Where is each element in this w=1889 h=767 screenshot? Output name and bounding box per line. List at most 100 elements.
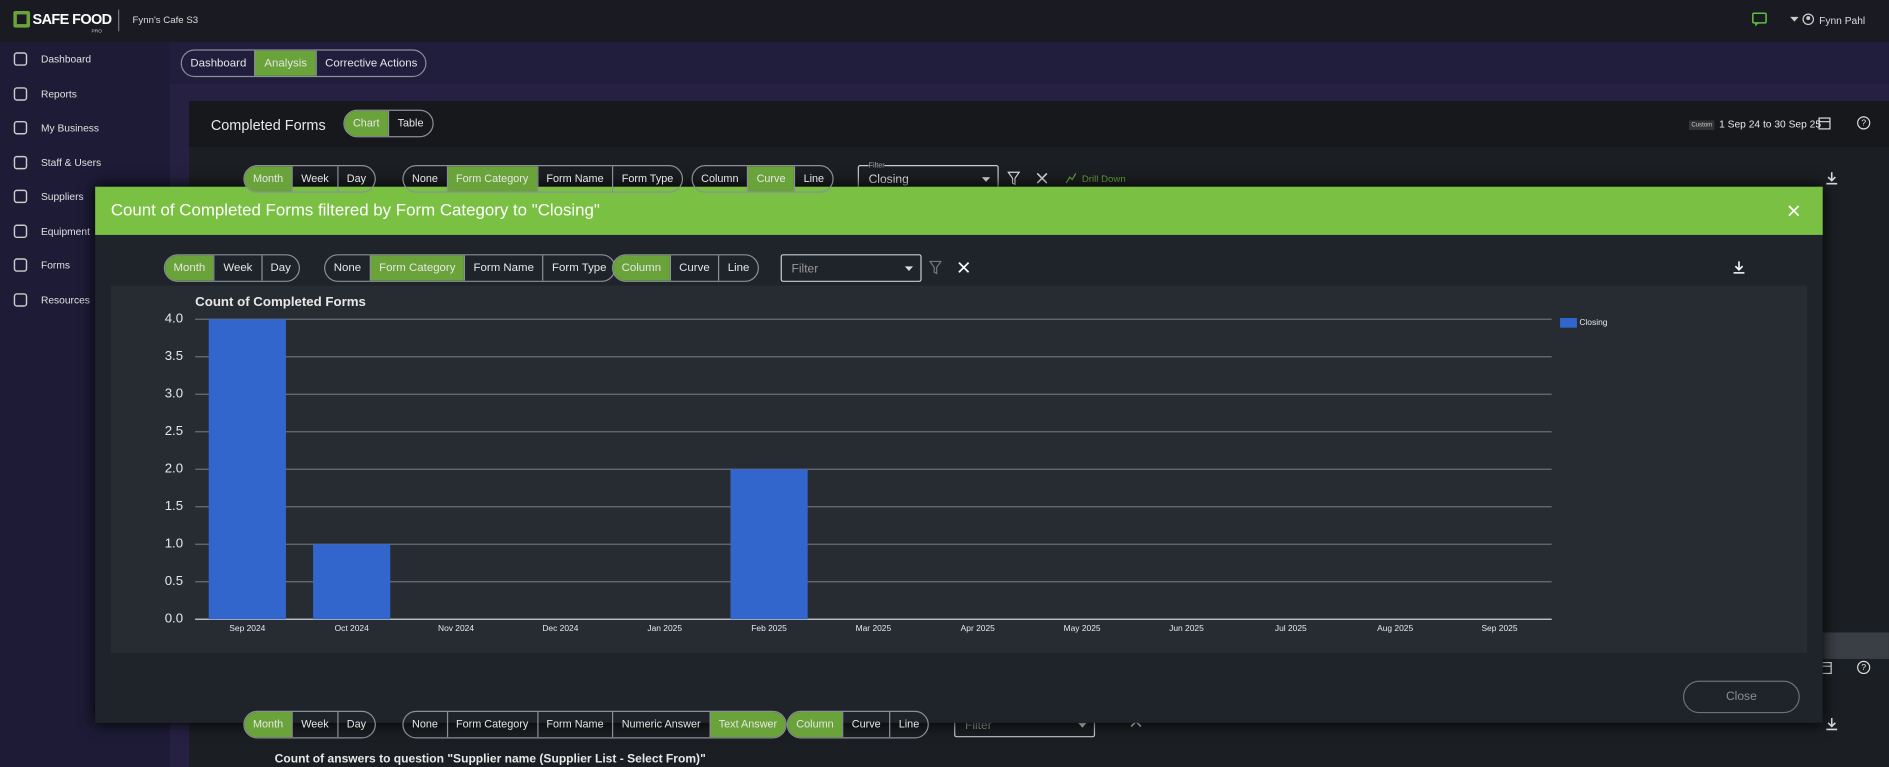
x-tick-label: Jul 2025 [1275,623,1307,633]
lower-title: Count of answers to question "Supplier n… [274,752,706,767]
toggle-button[interactable]: Week [291,166,338,192]
bar [208,319,286,620]
top-bar: SAFE FOOD PRO Fynn's Cafe S3 Fynn Pahl [0,0,1889,43]
button-group: Month Week Day [243,165,376,193]
toggle-button[interactable]: Text Answer [709,711,786,738]
button-group: Column Curve Line [691,165,834,193]
x-tick-label: Jun 2025 [1169,623,1204,633]
toggle-button[interactable]: None [412,172,438,185]
toggle-button[interactable]: Week [291,711,338,738]
button-group: None Form Category Form Name Numeric Answer… [402,710,787,739]
toggle-button[interactable]: Curve [669,255,719,281]
toggle-button[interactable]: Line [793,166,833,192]
help-icon[interactable]: ? [1856,116,1871,130]
modal-title: Count of Completed Forms filtered by For… [110,199,600,220]
toggle-button[interactable]: Column [613,255,670,281]
download-icon[interactable] [1732,260,1745,274]
toggle-button[interactable]: None [412,718,438,731]
nav-icon [13,189,28,204]
caret [981,177,991,182]
user-name[interactable]: Fynn Pahl [1819,14,1866,27]
nav-item[interactable]: Forms [40,259,70,272]
download-icon[interactable] [1825,717,1838,731]
y-tick-label: 1.5 [165,498,183,513]
panel-header [189,101,1889,147]
modal: Count of Completed Forms filtered by For… [95,186,1823,723]
close-button[interactable]: Close [1682,680,1800,714]
nav-icon [13,86,28,101]
x-tick-label: Apr 2025 [961,623,995,633]
nav-icon [13,155,28,169]
toggle-button[interactable]: Column [701,172,739,185]
svg-text:?: ? [1861,662,1866,672]
caret [1078,722,1087,728]
y-tick-label: 1.0 [165,536,183,551]
date-range[interactable]: 1 Sep 24 to 30 Sep 25 [1719,118,1822,131]
toggle-button[interactable]: Numeric Answer [612,711,709,738]
toggle-button[interactable]: Form Type [612,166,682,192]
clear-icon[interactable] [1036,172,1048,184]
x-tick-label: Oct 2024 [335,623,369,633]
nav-icon [13,52,28,66]
close-icon[interactable] [1788,205,1800,217]
clear-icon[interactable] [958,261,970,273]
button-group: Month Week Day [243,710,376,739]
x-tick-label: Nov 2024 [438,623,474,633]
funnel-icon[interactable] [928,260,943,275]
toggle-button[interactable]: Analysis [254,50,316,76]
toggle-button[interactable]: Month [244,166,292,192]
nav-item[interactable]: Staff & Users [40,156,102,169]
caret[interactable] [1790,16,1800,23]
nav-item[interactable]: Reports [40,87,77,100]
user-icon[interactable] [1802,13,1815,26]
toggle-button[interactable]: Dashboard [190,56,247,70]
nav-item[interactable]: Resources [40,293,90,306]
nav-item[interactable]: Equipment [40,224,90,237]
x-tick-label: Sep 2024 [229,623,265,633]
toggle-button[interactable]: Line [889,711,928,738]
nav-item[interactable]: Suppliers [40,190,84,203]
drill-down[interactable]: Drill Down [1081,173,1126,185]
toggle-button[interactable]: Form Category [369,255,464,281]
toggle-button[interactable]: Form Name [536,711,612,738]
funnel-icon[interactable] [1007,171,1021,186]
toggle-button[interactable]: Form Name [536,166,612,192]
toggle-button[interactable]: Chart [344,110,388,137]
calendar-icon[interactable] [1818,116,1831,130]
divider [118,9,120,32]
button-group: Month Week Day [163,254,301,282]
toggle-button[interactable]: Month [165,255,214,281]
filter-label: Filter [868,162,885,170]
help-icon[interactable]: ? [1856,660,1871,675]
filter-select[interactable]: Filter [780,254,922,282]
filter-value: Closing [868,173,909,187]
download-icon[interactable] [1825,171,1838,185]
toggle-button[interactable]: None [333,261,362,275]
button-group: Chart Table [343,109,434,138]
chat-icon[interactable] [1752,12,1768,27]
toggle-button[interactable]: Column [787,711,843,738]
bar [313,544,391,620]
toggle-button[interactable]: Month [244,711,292,738]
filter-placeholder: Filter [791,262,819,276]
toggle-button[interactable]: Form Type [542,255,615,281]
toggle-button[interactable]: Curve [842,711,889,738]
toggle-button[interactable]: Day [260,255,299,281]
toggle-button[interactable]: Form Category [446,166,537,192]
svg-text:?: ? [1861,118,1866,128]
nav-item[interactable]: Dashboard [40,53,92,66]
toggle-button[interactable]: Week [213,255,261,281]
toggle-button[interactable]: Day [337,711,374,738]
toggle-button[interactable]: Form Category [446,711,536,738]
y-tick-label: 0.0 [165,611,183,626]
toggle-button[interactable]: Day [337,166,374,192]
site-name[interactable]: Fynn's Cafe S3 [132,14,199,26]
toggle-button[interactable]: Table [387,110,432,137]
drill-icon[interactable] [1065,172,1077,184]
toggle-button[interactable]: Form Name [463,255,542,281]
toggle-button[interactable]: Curve [746,166,794,192]
toggle-button[interactable]: Line [718,255,758,281]
nav-item[interactable]: My Business [40,121,100,134]
toggle-button[interactable]: Corrective Actions [315,50,425,76]
